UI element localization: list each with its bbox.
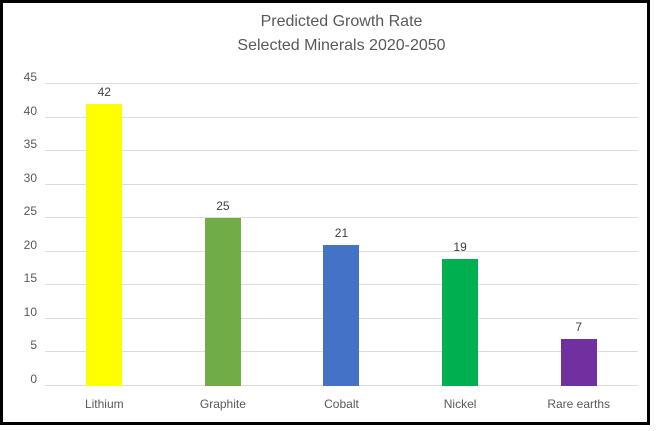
bar-value-label-lithium: 42: [97, 85, 111, 100]
bar-nickel: [442, 258, 479, 386]
x-axis-label-cobalt: Cobalt: [324, 397, 359, 411]
y-axis-tick-label: 0: [30, 372, 37, 386]
chart-title: Predicted Growth Rate Selected Minerals …: [45, 10, 638, 58]
bar-slot-cobalt: 21: [282, 84, 401, 386]
bar-slot-nickel: 19: [401, 84, 520, 386]
x-axis-label-graphite: Graphite: [199, 397, 246, 411]
bar-value-label-cobalt: 21: [334, 226, 349, 241]
bar-value-label-graphite: 25: [216, 199, 230, 214]
gridline: [45, 150, 638, 152]
bar-value-label-nickel: 19: [453, 239, 467, 254]
bar-lithium: [86, 104, 123, 386]
y-axis-tick-label: 20: [23, 237, 37, 252]
y-axis-tick-label: 25: [23, 204, 37, 219]
bar-slot-graphite: 25: [164, 84, 283, 386]
chart-title-line-1: Predicted Growth Rate: [260, 13, 423, 30]
chart-title-line-2: Selected Minerals 2020-2050: [237, 37, 446, 54]
x-axis-label-rare-earths: Rare earths: [547, 397, 611, 411]
x-axis-label-lithium: Lithium: [84, 397, 124, 411]
y-axis-tick-label: 45: [23, 70, 37, 84]
bar-series: 42 25 21 19 7: [45, 84, 638, 386]
y-axis-tick-label: 15: [23, 271, 37, 286]
y-axis-tick-label: 40: [23, 103, 37, 118]
y-axis-tick-label: 35: [23, 137, 37, 152]
plot-area: 0 5 10 15 20 25 30 35 40 45 42 25 21 19 7: [24, 70, 638, 386]
x-axis: Lithium Graphite Cobalt Nickel Rare earths: [45, 397, 638, 411]
bar-slot-rare-earths: 7: [519, 84, 638, 386]
y-axis-tick-label: 30: [23, 170, 37, 185]
bar-slot-lithium: 42: [45, 84, 164, 386]
gridline: [45, 217, 638, 219]
y-axis-tick-label: 5: [30, 338, 37, 353]
x-axis-label-nickel: Nickel: [443, 397, 477, 411]
gridline: [45, 116, 638, 118]
bar-cobalt: [323, 245, 360, 386]
bar-graphite: [204, 218, 241, 386]
chart-frame: Predicted Growth Rate Selected Minerals …: [0, 0, 650, 425]
bar-rare-earths: [560, 339, 597, 386]
bar-value-label-rare-earths: 7: [575, 320, 583, 335]
y-axis-tick-label: 10: [23, 304, 37, 319]
gridline: [45, 83, 638, 84]
gridline: [45, 183, 638, 185]
